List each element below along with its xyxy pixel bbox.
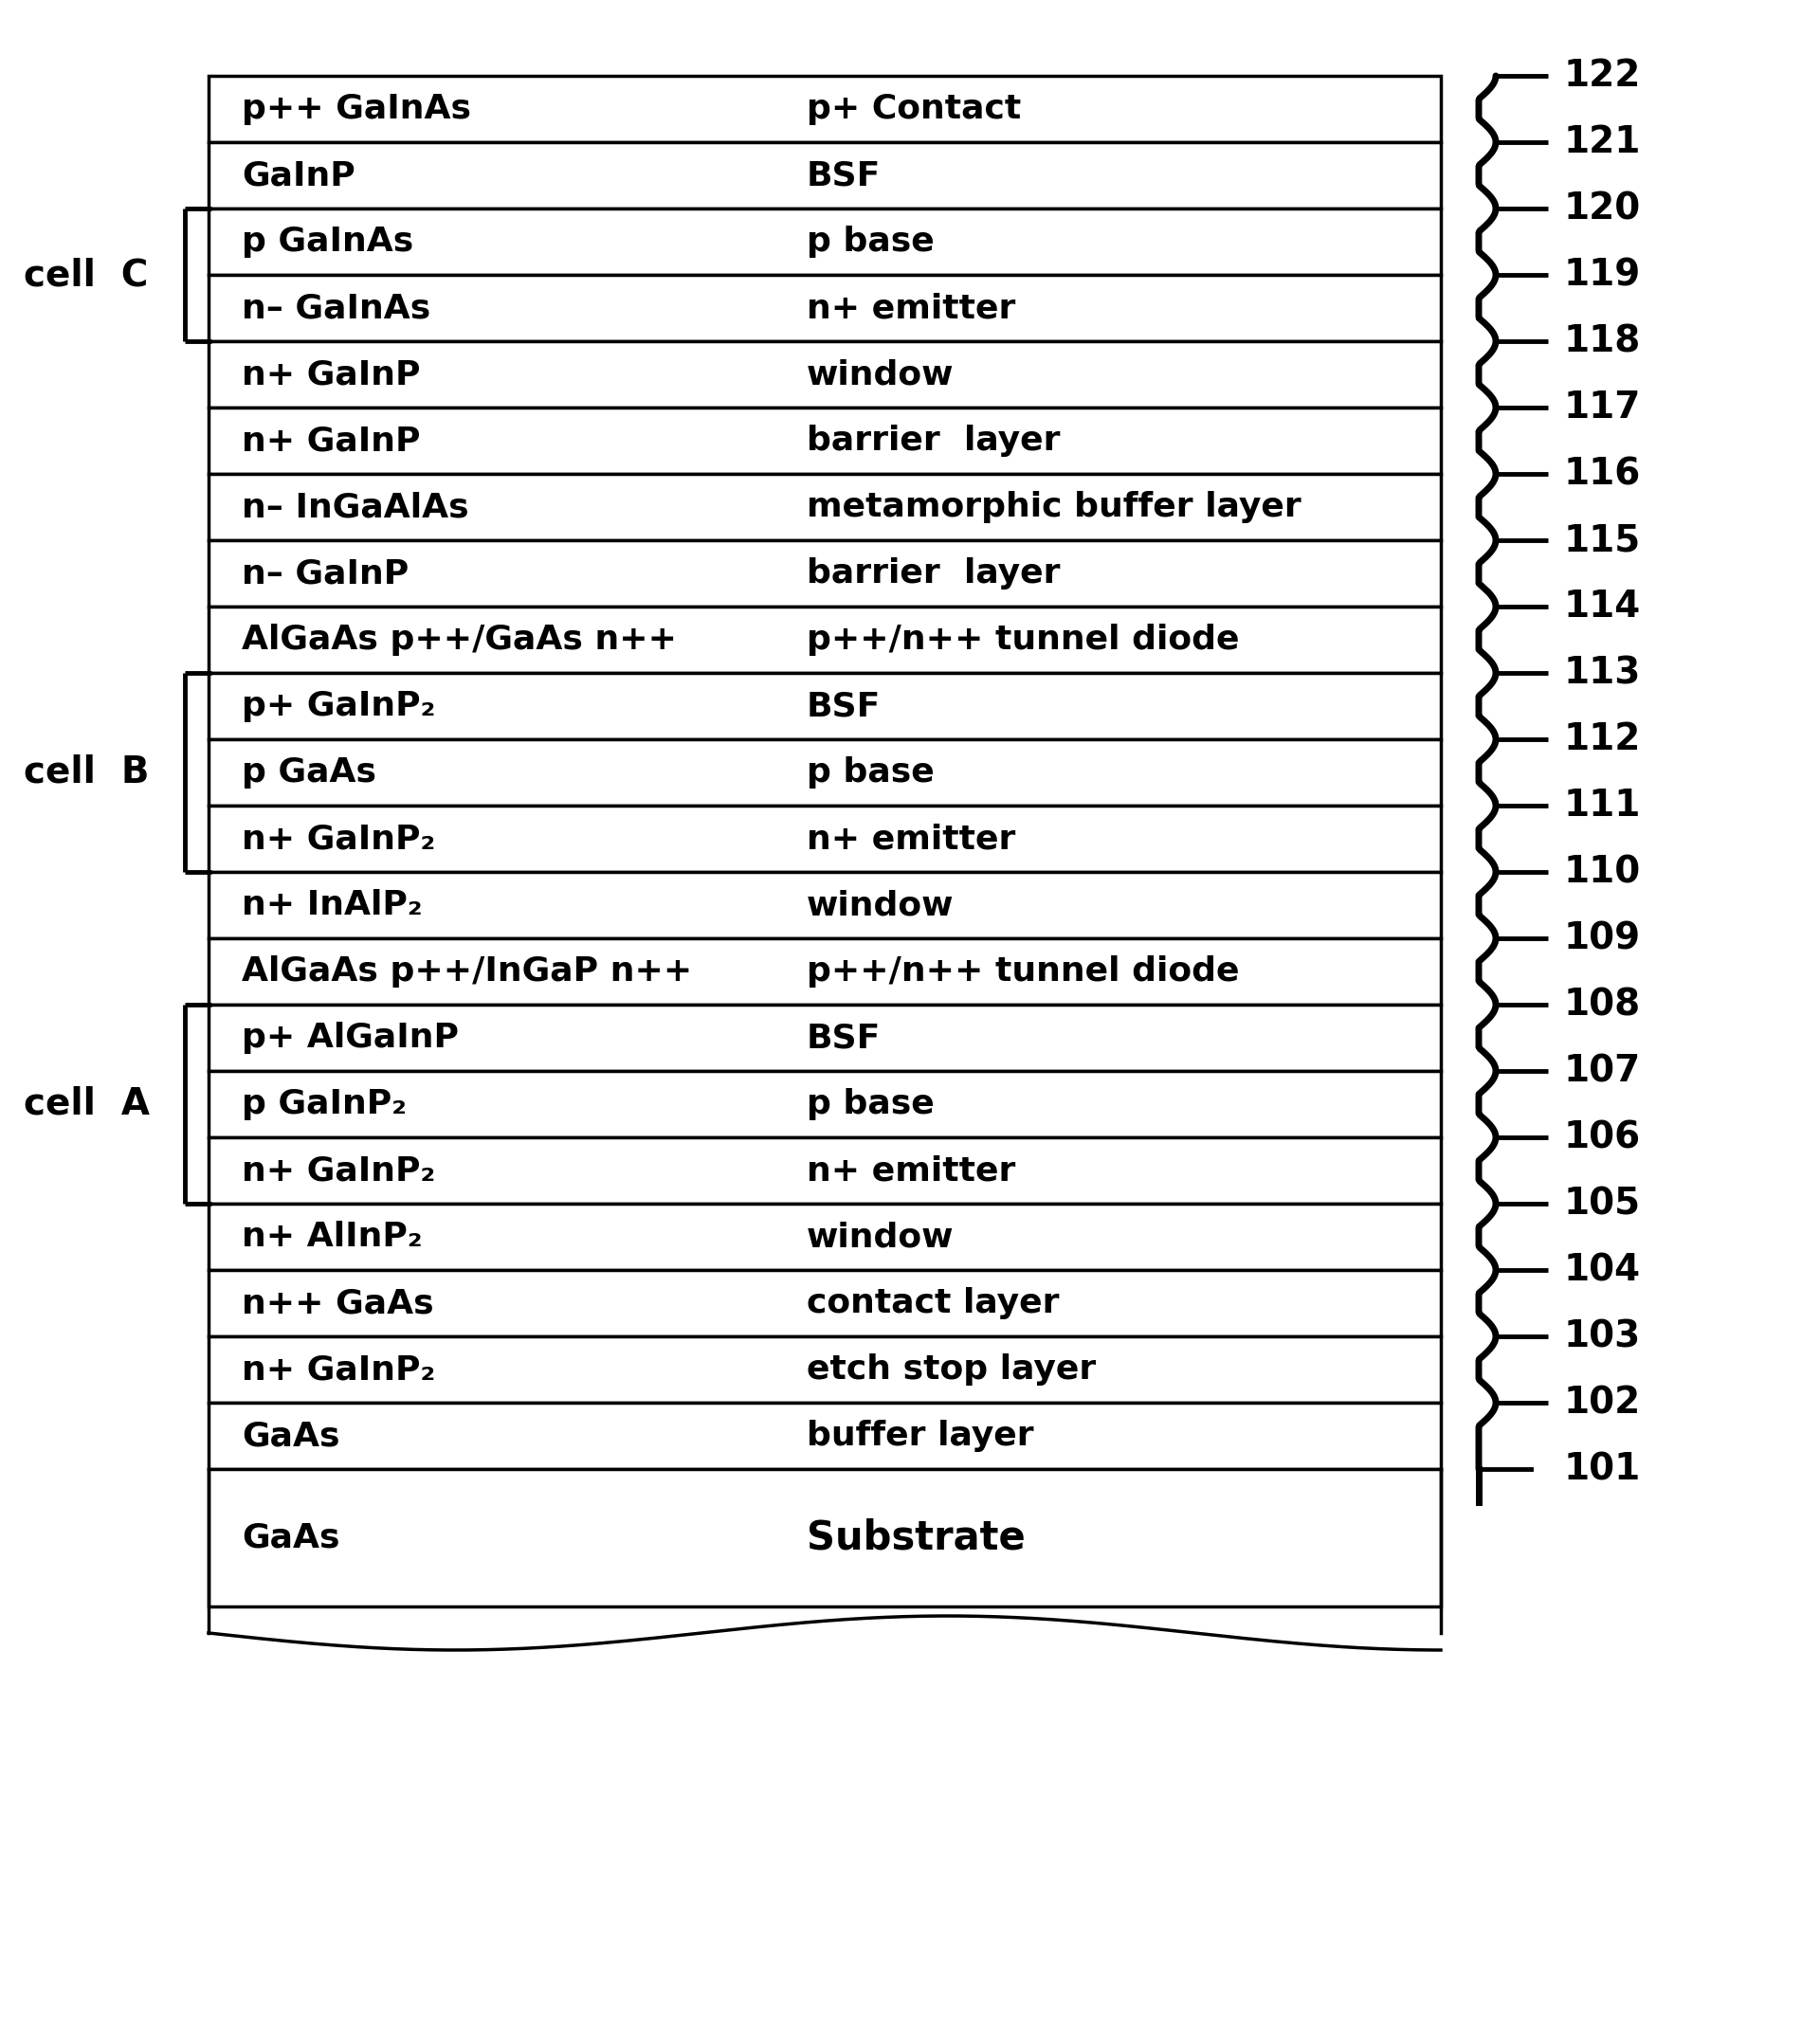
Text: 101: 101 (1563, 1451, 1642, 1487)
Text: 108: 108 (1563, 988, 1642, 1022)
Text: barrier  layer: barrier layer (806, 557, 1061, 589)
Text: p base: p base (806, 226, 934, 258)
Bar (209, 608, 1441, 673)
Text: n+ InAlP₂: n+ InAlP₂ (242, 890, 422, 920)
Text: AlGaAs p++/InGaP n++: AlGaAs p++/InGaP n++ (242, 955, 692, 988)
Text: n++ GaAs: n++ GaAs (242, 1286, 433, 1319)
Text: 112: 112 (1563, 721, 1642, 758)
Text: n– GaInP: n– GaInP (242, 557, 410, 589)
Bar (209, 209, 1441, 274)
Text: n+ GaInP₂: n+ GaInP₂ (242, 1353, 435, 1386)
Text: p base: p base (806, 756, 934, 788)
Bar (209, 1402, 1441, 1469)
Text: buffer layer: buffer layer (806, 1420, 1034, 1453)
Bar (209, 1469, 1441, 1607)
Text: n+ emitter: n+ emitter (806, 1154, 1016, 1187)
Text: metamorphic buffer layer: metamorphic buffer layer (806, 492, 1301, 522)
Text: p++/n++ tunnel diode: p++/n++ tunnel diode (806, 624, 1239, 656)
Text: n+ emitter: n+ emitter (806, 293, 1016, 325)
Bar (209, 1203, 1441, 1270)
Text: cell  B: cell B (24, 754, 149, 790)
Bar (209, 75, 1441, 142)
Text: n+ GaInP: n+ GaInP (242, 358, 420, 390)
Text: BSF: BSF (806, 158, 881, 191)
Text: 106: 106 (1563, 1120, 1642, 1156)
Bar (209, 939, 1441, 1004)
Text: 122: 122 (1563, 57, 1642, 93)
Text: 118: 118 (1563, 323, 1642, 360)
Bar (209, 473, 1441, 541)
Text: n+ GaInP₂: n+ GaInP₂ (242, 1154, 435, 1187)
Bar (209, 1004, 1441, 1071)
Text: 104: 104 (1563, 1252, 1642, 1288)
Bar (209, 1138, 1441, 1203)
Text: window: window (806, 358, 954, 390)
Text: window: window (806, 890, 954, 920)
Bar (209, 1270, 1441, 1337)
Text: GaAs: GaAs (242, 1522, 340, 1554)
Bar (209, 1337, 1441, 1402)
Text: etch stop layer: etch stop layer (806, 1353, 1096, 1386)
Bar (209, 408, 1441, 473)
Text: p GaInAs: p GaInAs (242, 226, 413, 258)
Text: n– GaInAs: n– GaInAs (242, 293, 431, 325)
Bar (209, 673, 1441, 740)
Text: n+ emitter: n+ emitter (806, 823, 1016, 855)
Text: 116: 116 (1563, 455, 1642, 492)
Text: p+ GaInP₂: p+ GaInP₂ (242, 691, 435, 721)
Text: BSF: BSF (806, 691, 881, 721)
Text: cell  C: cell C (24, 256, 147, 293)
Text: Substrate: Substrate (806, 1518, 1025, 1559)
Text: 111: 111 (1563, 788, 1642, 823)
Text: 117: 117 (1563, 390, 1642, 425)
Text: 110: 110 (1563, 853, 1642, 890)
Text: 107: 107 (1563, 1053, 1642, 1089)
Text: p GaInP₂: p GaInP₂ (242, 1087, 406, 1120)
Text: n+ AlInP₂: n+ AlInP₂ (242, 1221, 422, 1254)
Text: GaAs: GaAs (242, 1420, 340, 1453)
Bar (209, 872, 1441, 939)
Text: p+ Contact: p+ Contact (806, 93, 1021, 126)
Text: 103: 103 (1563, 1319, 1642, 1355)
Text: 120: 120 (1563, 191, 1642, 226)
Text: 119: 119 (1563, 256, 1642, 293)
Text: 121: 121 (1563, 124, 1642, 161)
Text: n– InGaAlAs: n– InGaAlAs (242, 492, 470, 522)
Text: p GaAs: p GaAs (242, 756, 377, 788)
Text: n+ GaInP: n+ GaInP (242, 425, 420, 457)
Bar (209, 341, 1441, 408)
Text: window: window (806, 1221, 954, 1254)
Bar (209, 541, 1441, 608)
Text: p++/n++ tunnel diode: p++/n++ tunnel diode (806, 955, 1239, 988)
Text: GaInP: GaInP (242, 158, 355, 191)
Bar (209, 142, 1441, 209)
Text: cell  A: cell A (24, 1087, 149, 1122)
Text: p++ GaInAs: p++ GaInAs (242, 93, 471, 126)
Text: barrier  layer: barrier layer (806, 425, 1061, 457)
Text: 113: 113 (1563, 654, 1642, 691)
Text: 102: 102 (1563, 1384, 1642, 1420)
Bar (209, 274, 1441, 341)
Text: 109: 109 (1563, 920, 1642, 957)
Text: 115: 115 (1563, 522, 1642, 559)
Text: p+ AlGaInP: p+ AlGaInP (242, 1022, 459, 1055)
Text: contact layer: contact layer (806, 1286, 1059, 1319)
Bar (209, 805, 1441, 872)
Text: 114: 114 (1563, 589, 1642, 624)
Text: p base: p base (806, 1087, 934, 1120)
Text: n+ GaInP₂: n+ GaInP₂ (242, 823, 435, 855)
Text: 105: 105 (1563, 1185, 1642, 1221)
Bar (209, 1071, 1441, 1138)
Text: BSF: BSF (806, 1022, 881, 1055)
Text: AlGaAs p++/GaAs n++: AlGaAs p++/GaAs n++ (242, 624, 677, 656)
Bar (209, 740, 1441, 805)
